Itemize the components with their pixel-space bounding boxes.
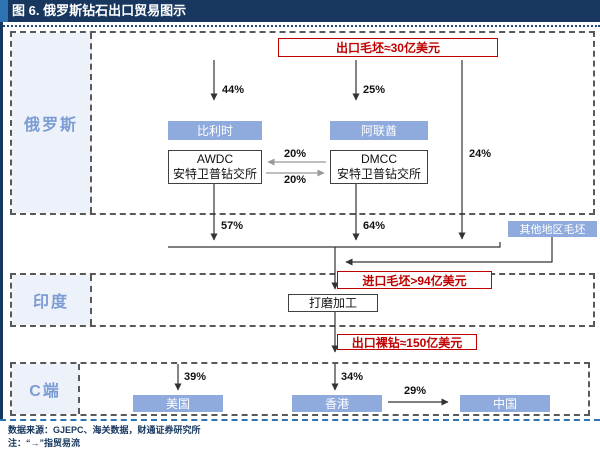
usa-text: 美国 [165,397,190,411]
pct-to-uae: 25% [363,84,386,96]
pct-to-other: 24% [469,148,492,160]
pct-uae-to-india: 64% [363,220,386,232]
node-usa: 美国 [133,395,223,412]
lane-india-text: 印度 [32,294,69,311]
export-rough-text: 出口毛坯≈30亿美元 [336,41,440,55]
lane-consumer-text: C端 [29,383,61,400]
node-hongkong: 香港 [292,395,382,412]
pct-dmcc-to-awdc: 20% [284,148,307,160]
node-export-rough: 出口毛坯≈30亿美元 [278,38,498,57]
node-china: 中国 [460,395,550,412]
dmcc-line2: 安特卫普钻交所 [336,167,421,181]
import-rough-text: 进口毛坯>94亿美元 [362,273,467,288]
awdc-line2: 安特卫普钻交所 [172,167,257,181]
frame-left-border [0,22,3,420]
uae-text: 阿联酋 [360,124,397,138]
lane-consumer: C端 [10,362,590,416]
other-rough-text: 其他地区毛坯 [519,224,586,236]
lane-label-consumer: C端 [12,364,80,414]
node-belgium: 比利时 [168,121,262,140]
title-accent-block [0,0,8,22]
arrow-other-rough-join [345,237,553,266]
node-awdc: AWDC 安特卫普钻交所 [168,150,262,184]
pct-belgium-to-india: 57% [221,220,244,232]
polishing-text: 打磨加工 [308,295,357,310]
lane-label-russia: 俄罗斯 [12,33,92,213]
node-other-regions-rough: 其他地区毛坯 [508,221,597,237]
pct-to-hongkong: 34% [341,371,364,383]
node-import-rough: 进口毛坯>94亿美元 [337,271,492,289]
lane-russia-text: 俄罗斯 [23,117,78,134]
footer-dashed-divider [0,419,600,421]
dmcc-line1: DMCC [361,152,397,166]
node-dmcc: DMCC 安特卫普钻交所 [330,150,428,184]
lane-russia: 俄罗斯 [10,31,595,215]
title-dotted-divider [0,25,600,27]
pct-hongkong-to-china: 29% [404,385,427,397]
pct-awdc-to-dmcc: 20% [284,174,307,186]
merge-bar [168,242,501,248]
figure-title: 图 6. 俄罗斯钻石出口贸易图示 [12,3,187,18]
hongkong-text: 香港 [324,397,349,411]
awdc-line1: AWDC [196,152,234,166]
pct-to-belgium: 44% [222,84,245,96]
export-polished-text: 出口裸钻≈150亿美元 [351,335,463,350]
note-line: 注：“→”指贸易流 [8,438,81,448]
data-source-line: 数据来源：GJEPC、海关数据，财通证券研究所 [8,425,201,435]
node-uae: 阿联酋 [330,121,428,140]
lane-label-india: 印度 [12,275,92,325]
pct-to-usa: 39% [184,371,207,383]
node-export-polished: 出口裸钻≈150亿美元 [337,334,477,350]
figure-title-bar: 图 6. 俄罗斯钻石出口贸易图示 [0,0,600,22]
belgium-text: 比利时 [196,124,233,138]
china-text: 中国 [492,397,517,411]
node-polishing: 打磨加工 [288,294,378,312]
lane-india: 印度 [10,273,595,327]
